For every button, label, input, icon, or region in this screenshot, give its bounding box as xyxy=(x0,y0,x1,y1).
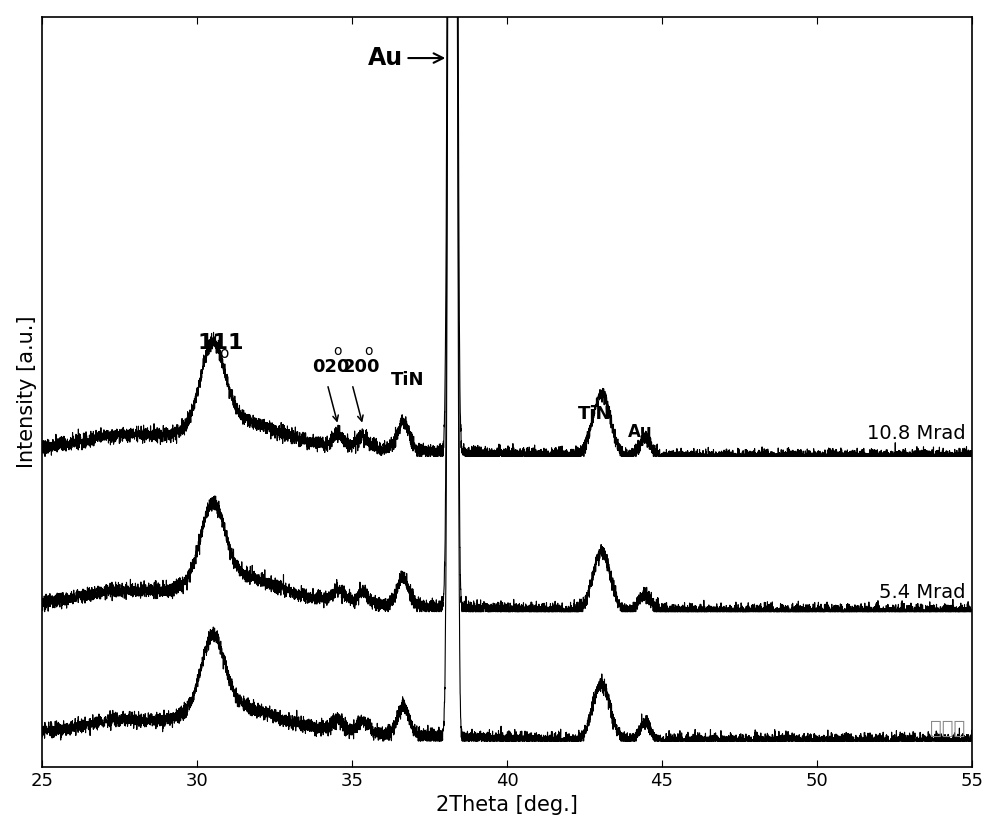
Text: TiN: TiN xyxy=(391,371,424,389)
Text: 未辐照: 未辐照 xyxy=(930,719,966,738)
Text: 10.8 Mrad: 10.8 Mrad xyxy=(867,423,966,443)
Text: 200: 200 xyxy=(343,359,380,376)
Text: o: o xyxy=(219,346,229,361)
X-axis label: 2Theta [deg.]: 2Theta [deg.] xyxy=(436,795,578,815)
Y-axis label: Intensity [a.u.]: Intensity [a.u.] xyxy=(17,315,37,468)
Text: 111: 111 xyxy=(197,333,244,353)
Text: o: o xyxy=(364,344,372,358)
Text: 5.4 Mrad: 5.4 Mrad xyxy=(879,582,966,602)
Text: TiN: TiN xyxy=(578,405,612,423)
Text: Au: Au xyxy=(368,46,443,70)
Text: o: o xyxy=(333,344,341,358)
Text: 020: 020 xyxy=(312,359,349,376)
Text: Au: Au xyxy=(628,423,653,441)
